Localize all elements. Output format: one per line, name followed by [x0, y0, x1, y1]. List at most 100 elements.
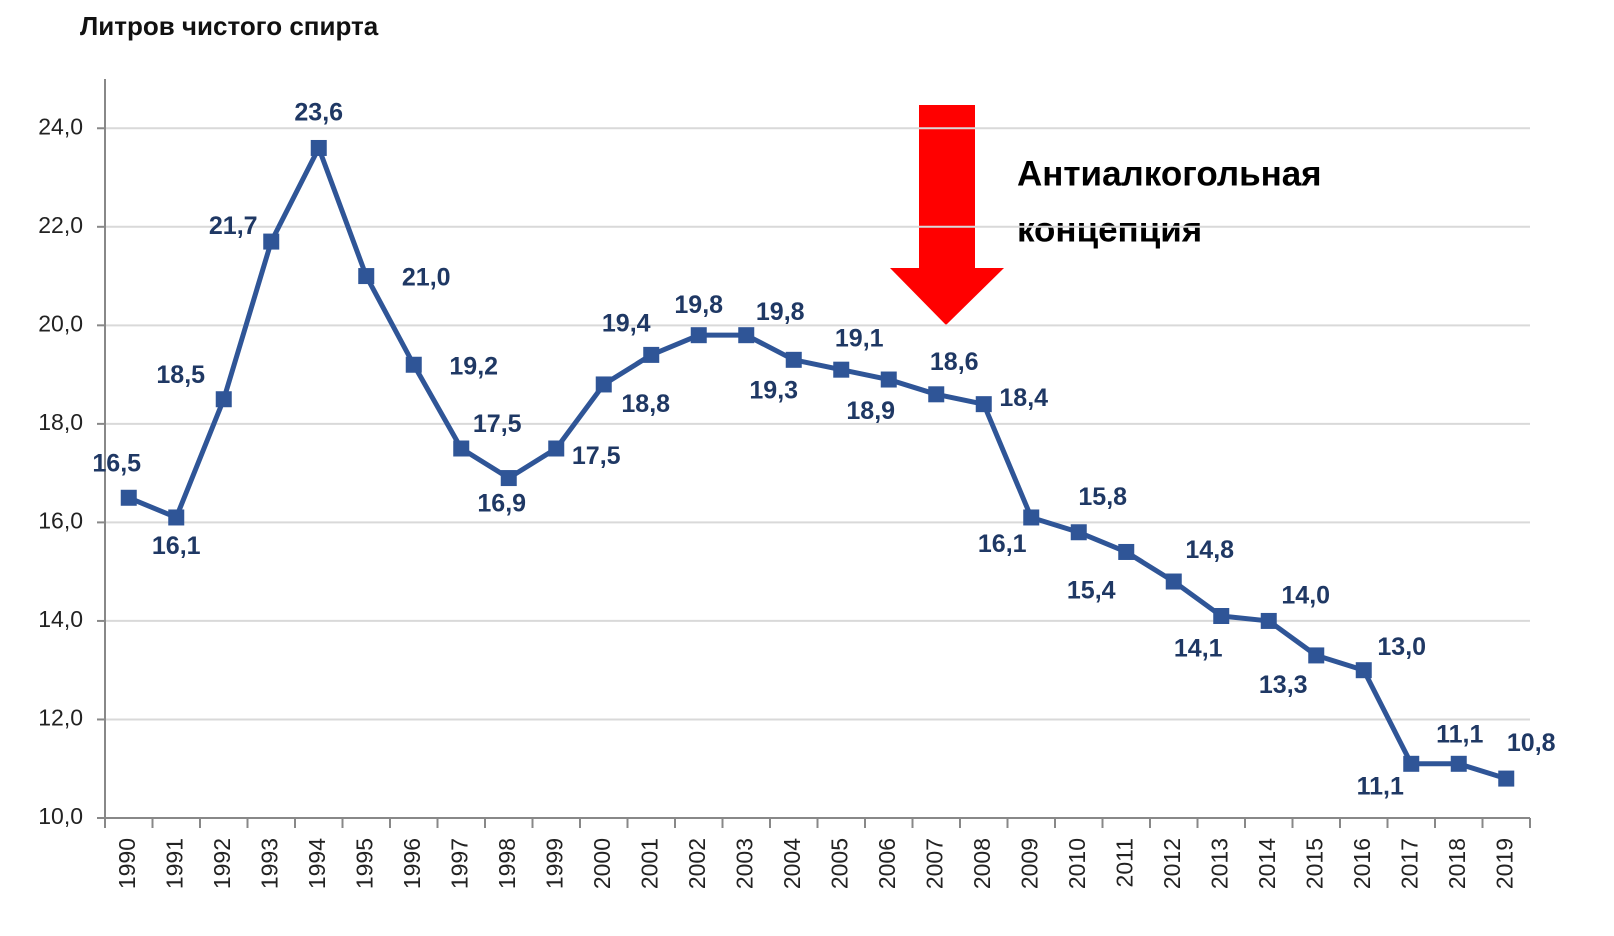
x-tick-label: 2009 [1016, 838, 1042, 889]
arrow-head [890, 268, 1004, 325]
marker [643, 346, 660, 363]
y-tick-label: 16,0 [38, 507, 83, 533]
marker [1260, 612, 1277, 629]
x-tick-label: 1995 [351, 838, 377, 889]
marker [120, 489, 137, 506]
data-label: 18,4 [999, 384, 1048, 412]
data-label: 17,5 [473, 410, 522, 438]
x-tick-label: 2007 [921, 838, 947, 889]
y-tick-label: 18,0 [38, 409, 83, 435]
data-label: 21,7 [209, 212, 258, 240]
x-tick-label: 1998 [494, 838, 520, 889]
y-tick-label: 14,0 [38, 606, 83, 632]
data-label: 11,1 [1357, 772, 1404, 800]
data-label: 11,1 [1436, 720, 1483, 748]
x-tick-label: 2000 [589, 838, 615, 889]
marker [1498, 770, 1515, 787]
x-tick-label: 2002 [684, 838, 710, 889]
data-label: 14,0 [1281, 582, 1330, 610]
x-tick-label: 1992 [209, 838, 235, 889]
data-label: 18,8 [621, 390, 670, 418]
data-label: 19,3 [749, 376, 798, 404]
x-tick-label: 2014 [1254, 838, 1280, 889]
data-label: 17,5 [572, 442, 621, 470]
data-label: 16,5 [92, 449, 141, 477]
marker [1070, 524, 1087, 541]
x-tick-label: 2013 [1206, 838, 1232, 889]
y-tick-label: 12,0 [38, 705, 83, 731]
x-tick-label: 2015 [1301, 838, 1327, 889]
x-tick-label: 2010 [1064, 838, 1090, 889]
marker [1403, 755, 1420, 772]
data-label: 13,3 [1259, 671, 1308, 699]
arrow [890, 105, 1004, 325]
marker [690, 327, 707, 344]
data-label: 18,5 [156, 361, 205, 389]
marker [880, 371, 897, 388]
marker [358, 268, 375, 285]
x-tick-label: 2019 [1491, 838, 1517, 889]
data-label: 16,9 [477, 490, 526, 518]
marker [215, 391, 232, 408]
marker [833, 361, 850, 378]
marker [1023, 509, 1040, 526]
x-tick-label: 2003 [731, 838, 757, 889]
y-tick-label: 20,0 [38, 310, 83, 336]
data-label: 19,4 [602, 310, 651, 338]
x-tick-label: 1991 [161, 838, 187, 889]
y-tick-label: 10,0 [38, 803, 83, 829]
data-label: 18,9 [846, 397, 895, 425]
data-label: 19,8 [756, 298, 805, 326]
marker [453, 440, 470, 457]
marker [1165, 573, 1182, 590]
x-tick-label: 2008 [969, 838, 995, 889]
data-label: 13,0 [1377, 633, 1426, 661]
data-label: 10,8 [1507, 729, 1556, 757]
marker [263, 233, 280, 250]
x-tick-label: 2018 [1444, 838, 1470, 889]
marker [738, 327, 755, 344]
x-tick-label: 2017 [1396, 838, 1422, 889]
marker [975, 396, 992, 413]
x-tick-label: 2016 [1349, 838, 1375, 889]
marker [1308, 647, 1325, 664]
data-label: 16,1 [152, 532, 201, 560]
data-label: 15,4 [1067, 577, 1116, 605]
data-label: 23,6 [294, 99, 343, 127]
x-tick-label: 1990 [114, 838, 140, 889]
data-label: 16,1 [978, 530, 1027, 558]
marker [548, 440, 565, 457]
chart-title: Литров чистого спирта [80, 11, 379, 41]
x-tick-label: 2005 [826, 838, 852, 889]
data-label: 14,8 [1185, 536, 1234, 564]
x-tick-label: 2012 [1159, 838, 1185, 889]
marker [595, 376, 612, 393]
marker [168, 509, 185, 526]
annotation: концепция [1017, 210, 1202, 249]
x-tick-label: 1994 [304, 838, 330, 889]
marker [1213, 608, 1230, 625]
marker [500, 470, 517, 487]
x-tick-label: 2011 [1111, 838, 1137, 887]
data-label: 19,2 [449, 352, 498, 380]
marker [785, 351, 802, 368]
marker [928, 386, 945, 403]
x-tick-label: 2004 [779, 838, 805, 889]
y-tick-label: 22,0 [38, 212, 83, 238]
data-label: 19,1 [835, 324, 884, 352]
y-tick-label: 24,0 [38, 113, 83, 139]
marker [310, 139, 327, 156]
marker [1450, 755, 1467, 772]
x-tick-label: 2006 [874, 838, 900, 889]
marker [405, 356, 422, 373]
x-tick-label: 2001 [636, 838, 662, 889]
x-tick-label: 1996 [399, 838, 425, 889]
data-label: 14,1 [1174, 635, 1223, 663]
data-label: 21,0 [402, 264, 451, 292]
x-tick-label: 1997 [446, 838, 472, 889]
arrow-shaft [919, 105, 975, 269]
marker [1118, 543, 1135, 560]
data-label: 19,8 [674, 291, 723, 319]
data-label: 15,8 [1078, 483, 1127, 511]
